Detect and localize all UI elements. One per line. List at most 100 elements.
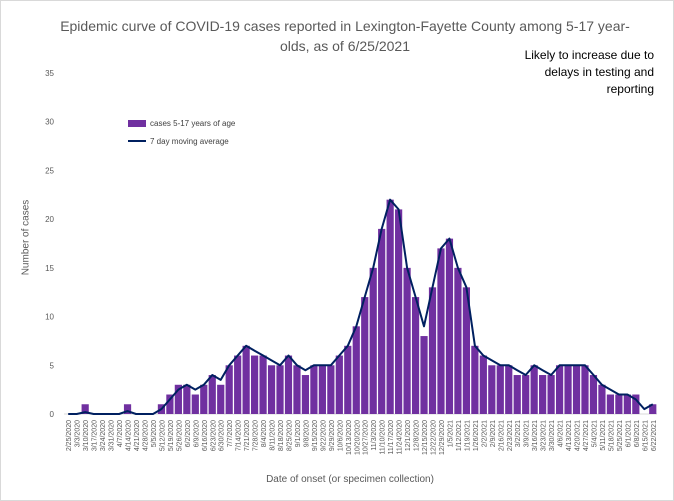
bar-cases [598,384,606,414]
x-tick-label: 3/3/2020 [75,420,82,447]
x-tick-label: 4/28/2020 [142,420,149,451]
x-tick-label: 1/5/2021 [447,420,454,447]
x-tick-label: 3/31/2020 [109,420,116,451]
x-tick-label: 3/17/2020 [92,420,99,451]
bar-cases [513,375,521,414]
x-tick-label: 8/4/2020 [261,420,268,447]
x-tick-label: 3/23/2021 [541,420,548,451]
x-tick-label: 6/30/2020 [219,420,226,451]
x-tick-label: 5/4/2021 [591,420,598,447]
bar-cases [437,248,445,414]
legend-label-cases: cases 5-17 years of age [150,118,236,128]
x-tick-label: 6/2/2020 [185,420,192,447]
bar-cases [344,345,352,414]
y-tick-label: 0 [50,410,55,419]
bar-cases [615,394,623,414]
x-tick-label: 7/14/2020 [236,420,243,451]
bar-cases [539,375,547,414]
x-tick-label: 8/18/2020 [278,420,285,451]
bar-cases [632,394,640,414]
bar-cases [276,365,284,414]
bar-cases [378,228,386,414]
bar-cases [242,345,250,414]
x-tick-label: 6/9/2020 [193,420,200,447]
bar-cases [166,394,174,414]
bar-cases [191,394,199,414]
x-tick-label: 5/26/2020 [176,420,183,451]
bar-cases [174,384,182,414]
bar-cases [395,209,403,414]
x-tick-label: 12/1/2020 [405,420,412,451]
x-tick-label: 10/13/2020 [346,420,353,455]
x-tick-label: 6/1/2021 [625,420,632,447]
bar-cases [454,267,462,414]
bar-cases [361,297,369,414]
bar-cases [496,365,504,414]
x-tick-label: 12/22/2020 [431,420,438,455]
x-tick-label: 8/11/2020 [270,420,277,451]
x-tick-label: 1/19/2021 [464,420,471,451]
bar-cases [251,355,259,414]
x-tick-label: 4/14/2020 [126,420,133,451]
y-tick-label: 15 [45,264,54,273]
x-tick-label: 10/27/2020 [363,420,370,455]
x-tick-label: 12/8/2020 [414,420,421,451]
y-tick-label: 35 [45,69,54,78]
x-tick-label: 9/22/2020 [320,420,327,451]
x-tick-label: 9/1/2020 [295,420,302,447]
x-tick-label: 5/25/2021 [617,420,624,451]
x-tick-label: 1/12/2021 [456,420,463,451]
bar-cases [234,355,242,414]
x-tick-label: 3/24/2020 [100,420,107,451]
bar-cases [225,365,233,414]
bar-cases [623,394,631,414]
bar-cases [327,365,335,414]
moving-average-line [68,198,654,415]
bar-cases [310,365,318,414]
x-tick-label: 5/11/2021 [600,420,607,451]
x-tick-label: 3/16/2021 [532,420,539,451]
bar-cases [183,384,191,414]
y-tick-label: 25 [45,166,54,175]
x-tick-label: 5/12/2020 [159,420,166,451]
bar-cases [589,375,598,414]
x-tick-label: 5/19/2020 [168,420,175,451]
bar-cases [572,365,581,414]
x-tick-label: 10/6/2020 [337,420,344,451]
bar-cases [284,355,293,414]
legend-item-cases: cases 5-17 years of age [128,114,235,132]
x-tick-label: 10/20/2020 [354,420,361,455]
x-tick-label: 11/17/2020 [388,420,395,455]
bar-cases [522,375,530,414]
x-tick-label: 3/30/2021 [549,420,556,451]
x-tick-label: 4/6/2021 [558,420,565,447]
x-tick-label: 11/10/2020 [380,420,387,455]
x-tick-label: 4/21/2020 [134,420,141,451]
bar-cases [471,345,479,414]
legend-swatch-moving-average [128,140,146,142]
x-tick-label: 4/7/2020 [117,420,124,447]
bar-cases [200,384,208,414]
x-tick-label: 7/28/2020 [253,420,260,451]
x-tick-label: 9/8/2020 [303,420,310,447]
x-tick-label: 6/8/2021 [634,420,641,447]
bar-cases [403,267,411,414]
x-tick-label: 6/23/2020 [210,420,217,451]
x-tick-label: 12/15/2020 [422,420,429,455]
bar-cases [479,355,487,414]
x-tick-label: 2/16/2021 [498,420,505,451]
x-tick-label: 2/2/2021 [481,420,488,447]
bar-cases [123,404,132,414]
y-tick-label: 20 [45,215,54,224]
bar-cases [386,199,394,414]
x-tick-label: 7/21/2020 [244,420,251,451]
bar-cases [259,355,267,414]
x-tick-label: 4/13/2021 [566,420,573,451]
x-tick-label: 2/23/2021 [507,420,514,451]
reporting-delay-note: Likely to increase due to delays in test… [524,48,654,96]
x-tick-label: 2/25/2020 [66,420,73,451]
legend: cases 5-17 years of age 7 day moving ave… [128,114,235,150]
bar-cases [81,404,89,414]
legend-label-moving-average: 7 day moving average [150,136,229,146]
bar-cases [428,287,437,414]
